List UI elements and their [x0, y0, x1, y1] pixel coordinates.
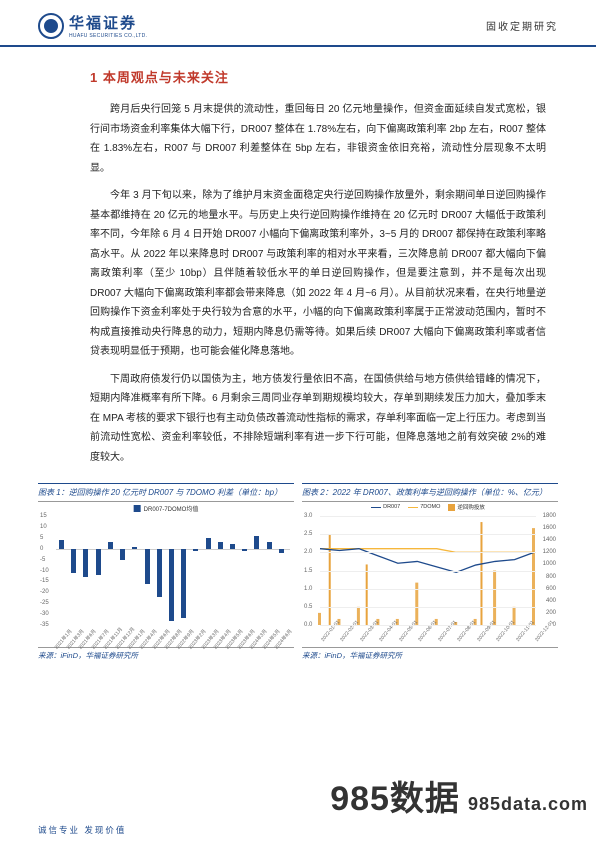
section-title: 1 本周观点与未来关注	[90, 67, 546, 86]
y-tick-right: 1200	[543, 549, 556, 555]
logo-cn: 华福证券	[69, 12, 147, 33]
legend-item: 7DOMO	[408, 503, 440, 511]
y-tick-left: 0.5	[304, 604, 312, 610]
bar-plot	[56, 516, 290, 625]
legend-item: DR007	[371, 503, 400, 511]
bar	[169, 549, 174, 621]
bar	[96, 549, 101, 575]
bar	[108, 542, 113, 549]
chart-left-title: 图表 1：逆回购操作 20 亿元时 DR007 与 7DOMO 利差（单位：bp…	[38, 483, 294, 502]
y-tick-right: 600	[546, 586, 556, 592]
bar	[181, 549, 186, 619]
bar	[193, 549, 198, 551]
y-tick-right: 800	[546, 574, 556, 580]
paragraph-1: 跨月后央行回笼 5 月末提供的流动性，重回每日 20 亿元地量操作，但资金面延续…	[90, 100, 546, 178]
bar	[71, 549, 76, 573]
y-tick: 0	[40, 546, 43, 552]
legend-label: DR007-7DOMO均值	[144, 504, 199, 513]
chart-left-area: DR007-7DOMO均值 15 10 5 0 -5 -10 -15 -20 -25 -30 -35…	[38, 502, 294, 647]
bar	[242, 549, 247, 551]
charts-row: 图表 1：逆回购操作 20 亿元时 DR007 与 7DOMO 利差（单位：bp…	[0, 483, 596, 663]
chart-left-legend: DR007-7DOMO均值	[134, 504, 199, 513]
doc-category: 固收定期研究	[486, 18, 558, 33]
y-tick-right: 1400	[543, 537, 556, 543]
chart-right-area: DR007 7DOMO 逆回购投放 3.0 2.5 2.0 1.5 1.0 0.5 0.0 18…	[302, 502, 558, 647]
y-tick-left: 1.5	[304, 568, 312, 574]
y-tick-left: 2.0	[304, 549, 312, 555]
y-tick: -10	[40, 568, 49, 574]
bar	[230, 544, 235, 548]
bar	[120, 549, 125, 560]
y-tick-right: 200	[546, 610, 556, 616]
bar	[83, 549, 88, 577]
chart-left: 图表 1：逆回购操作 20 亿元时 DR007 与 7DOMO 利差（单位：bp…	[38, 483, 294, 663]
page-header: 华福证券 HUAFU SECURITIES CO.,LTD. 固收定期研究	[0, 0, 596, 47]
watermark: 985数据 985data.com	[330, 771, 588, 820]
y-tick: -30	[40, 611, 49, 617]
y-tick: -25	[40, 600, 49, 606]
bar	[145, 549, 150, 584]
y-tick: -5	[40, 557, 45, 563]
chart-right: 图表 2：2022 年 DR007、政策利率与逆回购操作（单位：%、亿元） DR…	[302, 483, 558, 663]
y-tick-left: 3.0	[304, 513, 312, 519]
bar	[254, 536, 259, 549]
footer-slogan: 诚信专业 发现价值	[38, 824, 126, 836]
y-tick-right: 1000	[543, 561, 556, 567]
chart-right-source: 来源：iFinD，华福证券研究所	[302, 647, 558, 663]
watermark-main: 985数据	[330, 771, 460, 820]
bar	[132, 547, 137, 549]
chart-right-title: 图表 2：2022 年 DR007、政策利率与逆回购操作（单位：%、亿元）	[302, 483, 558, 502]
paragraph-2: 今年 3 月下旬以来，除为了维护月末资金面稳定央行逆回购操作放量外，剩余期间单日…	[90, 186, 546, 362]
y-tick: 5	[40, 535, 43, 541]
x-tick: 2022-12-01	[534, 619, 555, 642]
legend-swatch	[134, 505, 141, 512]
y-tick: 10	[40, 524, 47, 530]
logo: 华福证券 HUAFU SECURITIES CO.,LTD.	[38, 12, 147, 39]
logo-icon	[38, 13, 64, 39]
y-tick-left: 2.5	[304, 531, 312, 537]
bar	[157, 549, 162, 597]
y-tick: 15	[40, 513, 47, 519]
y-tick-left: 0.0	[304, 622, 312, 628]
y-tick-right: 1800	[543, 513, 556, 519]
y-tick: -20	[40, 589, 49, 595]
y-tick-left: 1.0	[304, 586, 312, 592]
y-tick: -15	[40, 578, 49, 584]
watermark-sub: 985data.com	[468, 794, 588, 815]
legend-item: 逆回购投放	[448, 503, 485, 511]
y-tick-right: 400	[546, 598, 556, 604]
bar	[267, 542, 272, 549]
content: 1 本周观点与未来关注 跨月后央行回笼 5 月末提供的流动性，重回每日 20 亿…	[0, 47, 596, 481]
chart-right-legend: DR007 7DOMO 逆回购投放	[320, 503, 536, 511]
y-tick: -35	[40, 622, 49, 628]
y-tick-right: 1600	[543, 525, 556, 531]
paragraph-3: 下周政府债发行仍以国债为主，地方债发行量依旧不高，在国债供给与地方债供给错峰的情…	[90, 370, 546, 468]
bar	[59, 540, 64, 549]
bar	[279, 549, 284, 553]
bar	[206, 538, 211, 549]
bar	[218, 542, 223, 549]
logo-en: HUAFU SECURITIES CO.,LTD.	[69, 33, 147, 39]
